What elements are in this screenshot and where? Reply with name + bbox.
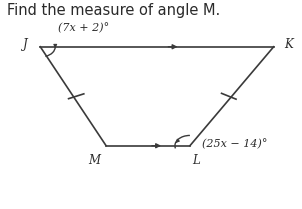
Text: M: M [88, 154, 100, 167]
Text: J: J [23, 38, 28, 51]
Text: K: K [284, 38, 293, 51]
Text: (7x + 2)°: (7x + 2)° [58, 23, 110, 33]
Text: Find the measure of angle M.: Find the measure of angle M. [7, 4, 221, 18]
Text: L: L [192, 154, 200, 167]
Text: (25x − 14)°: (25x − 14)° [202, 138, 267, 149]
